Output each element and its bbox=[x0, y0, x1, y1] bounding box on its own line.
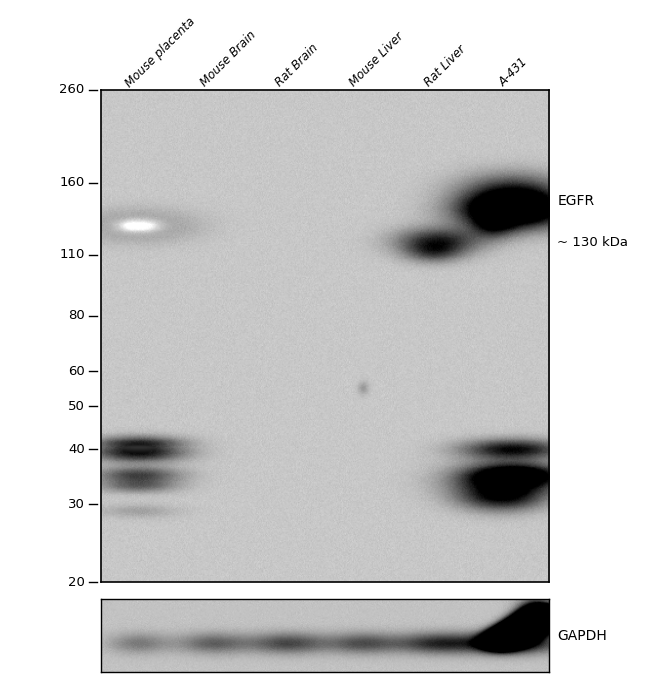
Text: 160: 160 bbox=[59, 176, 84, 189]
Text: 50: 50 bbox=[68, 400, 84, 413]
Text: Mouse Brain: Mouse Brain bbox=[198, 29, 259, 90]
Text: ~ 130 kDa: ~ 130 kDa bbox=[557, 236, 629, 249]
Text: 20: 20 bbox=[68, 576, 84, 588]
Text: 110: 110 bbox=[59, 248, 84, 261]
Text: Mouse placenta: Mouse placenta bbox=[123, 14, 198, 90]
Text: Rat Brain: Rat Brain bbox=[272, 42, 320, 90]
Text: EGFR: EGFR bbox=[557, 194, 595, 207]
Text: Rat Liver: Rat Liver bbox=[422, 43, 469, 90]
Text: A-431: A-431 bbox=[497, 56, 530, 90]
Text: 60: 60 bbox=[68, 364, 84, 378]
Text: Mouse Liver: Mouse Liver bbox=[347, 30, 406, 90]
Text: GAPDH: GAPDH bbox=[557, 628, 607, 643]
Text: 80: 80 bbox=[68, 309, 84, 322]
Text: 30: 30 bbox=[68, 498, 84, 511]
Text: 40: 40 bbox=[68, 442, 84, 455]
Text: 260: 260 bbox=[59, 83, 84, 96]
